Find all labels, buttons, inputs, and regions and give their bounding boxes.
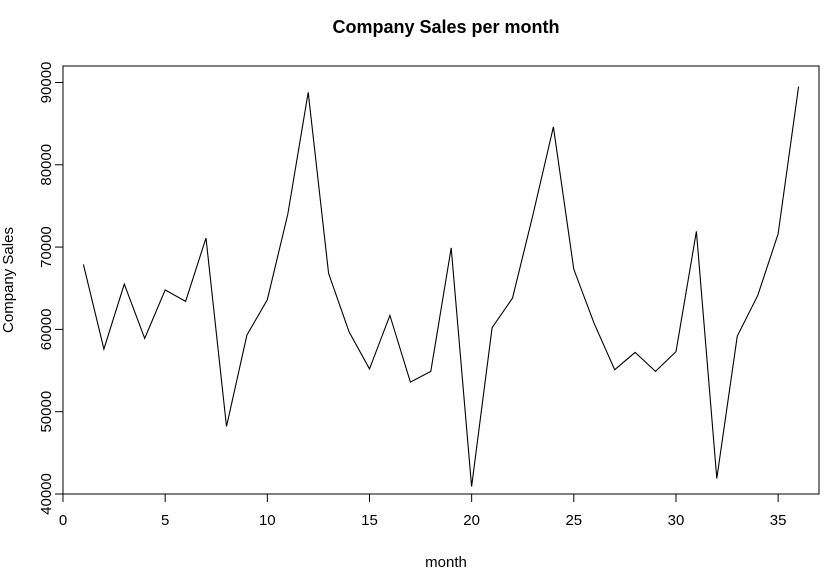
y-axis: 40000 50000 60000 70000 80000 90000 (38, 62, 64, 515)
x-tick-label: 25 (565, 512, 582, 529)
x-tick-label: 35 (770, 512, 787, 529)
y-tick-label: 80000 (38, 144, 55, 186)
x-tick-label: 10 (259, 512, 276, 529)
x-tick-label: 30 (668, 512, 685, 529)
x-tick-label: 0 (59, 512, 67, 529)
y-tick-label: 90000 (38, 62, 55, 104)
y-tick-label: 60000 (38, 309, 55, 351)
y-axis-label: Company Sales (0, 227, 17, 333)
x-tick-label: 20 (463, 512, 480, 529)
x-tick-label: 5 (161, 512, 169, 529)
series-layer (82, 86, 800, 487)
chart-title: Company Sales per month (332, 17, 559, 37)
y-tick-label: 40000 (38, 473, 55, 515)
y-tick-label: 50000 (38, 391, 55, 433)
series-line (82, 86, 800, 487)
plot-frame (62, 65, 820, 495)
x-tick-label: 15 (361, 512, 378, 529)
x-axis-label: month (425, 554, 467, 571)
y-tick-label: 70000 (38, 226, 55, 268)
x-axis: 0 5 10 15 20 25 30 35 (59, 493, 787, 529)
